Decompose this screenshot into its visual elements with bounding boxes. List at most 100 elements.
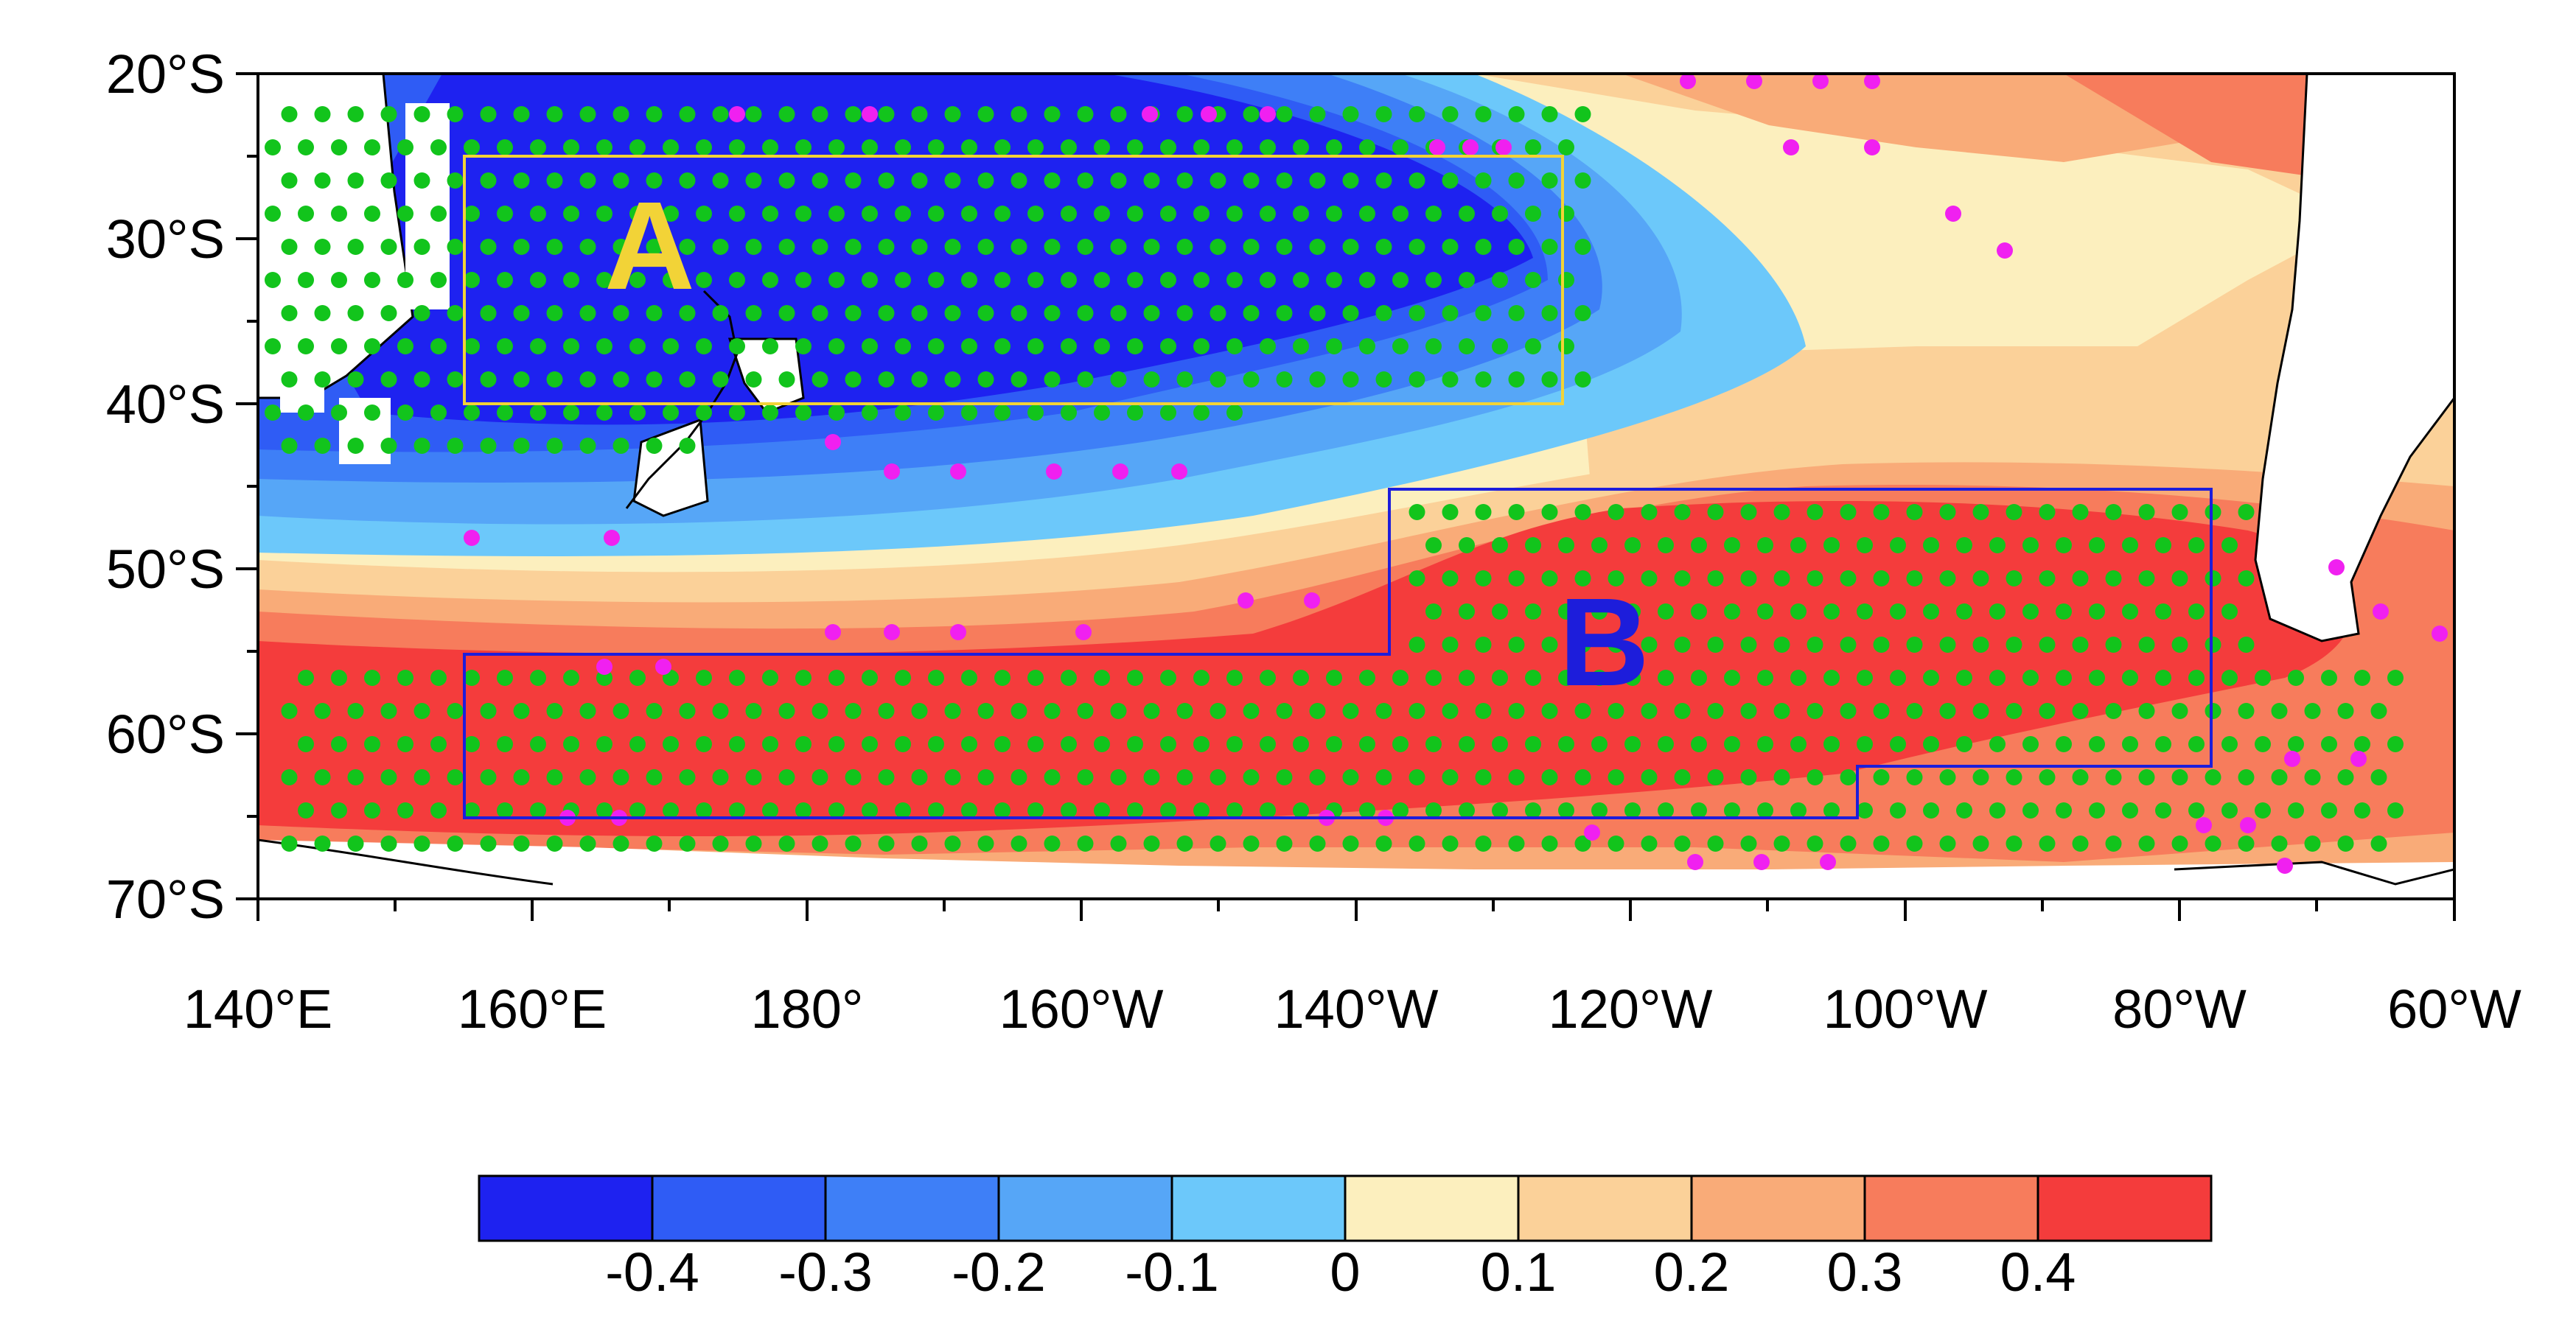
significance-dot: [2238, 703, 2255, 719]
significance-dot: [1160, 736, 1176, 752]
significance-dot: [331, 670, 347, 686]
significance-dot: [1293, 338, 1309, 354]
significance-dot: [878, 305, 895, 321]
significance-dot: [778, 836, 795, 852]
significance-dot: [480, 305, 497, 321]
significance-dot: [663, 139, 679, 155]
significance-dot: [1923, 603, 1939, 620]
significance-dot: [1359, 206, 1375, 222]
x-tick-label: 80°W: [2112, 978, 2247, 1040]
significance-dot: [380, 239, 397, 255]
significance-dot: [712, 106, 729, 122]
significance-dot: [1442, 836, 1459, 852]
significance-dot: [862, 272, 878, 288]
significance-dot: [1176, 172, 1193, 189]
significance-dot: [811, 172, 828, 189]
significance-dot: [1956, 537, 1972, 553]
significance-dot: [1591, 736, 1608, 752]
significance-dot: [679, 836, 696, 852]
significance-dot: [1783, 139, 1799, 155]
significance-dot: [1127, 404, 1143, 421]
significance-dot: [679, 371, 696, 388]
significance-dot: [480, 239, 497, 255]
significance-dot: [1110, 836, 1127, 852]
significance-dot: [1906, 637, 1923, 653]
significance-dot: [1375, 371, 1392, 388]
significance-dots-magenta: [464, 74, 2448, 874]
significance-dot: [1260, 272, 1276, 288]
significance-dot: [1243, 305, 1260, 321]
significance-dot: [579, 239, 596, 255]
significance-dot: [2196, 817, 2212, 833]
significance-dot: [2155, 670, 2171, 686]
significance-dot: [1790, 537, 1807, 553]
colorbar-label: 0.2: [1654, 1241, 1730, 1303]
significance-dot: [646, 106, 663, 122]
significance-dot: [1475, 106, 1492, 122]
significance-dot: [2271, 836, 2288, 852]
significance-dot: [1326, 670, 1342, 686]
significance-dot: [430, 272, 447, 288]
significance-dot: [629, 272, 646, 288]
significance-dot: [977, 836, 994, 852]
significance-dot: [928, 736, 944, 752]
significance-dot: [1077, 769, 1094, 785]
significance-dot: [397, 670, 413, 686]
significance-dot: [563, 139, 579, 155]
significance-dot: [413, 239, 430, 255]
significance-dot: [1342, 769, 1359, 785]
significance-dot: [1939, 769, 1956, 785]
significance-dot: [1176, 239, 1193, 255]
significance-dot: [828, 670, 845, 686]
significance-dot: [397, 338, 413, 354]
significance-dot: [2337, 769, 2354, 785]
significance-dot: [314, 769, 331, 785]
significance-dot: [464, 530, 480, 546]
significance-dot: [596, 736, 612, 752]
significance-dot: [1773, 703, 1790, 719]
significance-dot: [1641, 570, 1658, 586]
significance-dot: [729, 802, 745, 819]
significance-dot: [994, 139, 1010, 155]
colorbar-label: -0.4: [605, 1241, 699, 1303]
significance-dot: [596, 338, 612, 354]
significance-dot: [1044, 305, 1061, 321]
significance-dot: [1823, 603, 1840, 620]
significance-dot: [1193, 338, 1210, 354]
colorbar-swatch: [651, 1174, 827, 1242]
significance-dot: [1260, 106, 1276, 122]
significance-dot: [1127, 802, 1143, 819]
significance-dot: [1541, 570, 1558, 586]
significance-dot: [596, 206, 612, 222]
significance-dot: [1724, 670, 1740, 686]
significance-dot: [646, 371, 663, 388]
significance-dot: [1044, 703, 1061, 719]
significance-dot: [1077, 172, 1094, 189]
significance-dot: [828, 139, 845, 155]
significance-dot: [364, 736, 380, 752]
significance-dot: [265, 272, 281, 288]
significance-dot: [563, 404, 579, 421]
significance-dot: [1176, 305, 1193, 321]
significance-dot: [895, 802, 911, 819]
significance-dot: [380, 106, 397, 122]
significance-dot: [413, 371, 430, 388]
significance-dot: [612, 371, 629, 388]
significance-dot: [298, 670, 314, 686]
significance-dot: [380, 371, 397, 388]
significance-dot: [464, 670, 480, 686]
y-tick-label: 20°S: [106, 43, 225, 105]
significance-dot: [2138, 570, 2155, 586]
significance-dot: [1757, 603, 1773, 620]
significance-dot: [2105, 504, 2122, 520]
significance-dot: [1890, 670, 1906, 686]
significance-dot: [380, 438, 397, 454]
significance-dot: [1359, 139, 1375, 155]
significance-dot: [2205, 769, 2221, 785]
significance-dot: [1010, 769, 1027, 785]
significance-dot: [1077, 836, 1094, 852]
significance-dot: [977, 106, 994, 122]
significance-dot: [663, 206, 679, 222]
significance-dot: [314, 172, 331, 189]
significance-dot: [1873, 637, 1890, 653]
